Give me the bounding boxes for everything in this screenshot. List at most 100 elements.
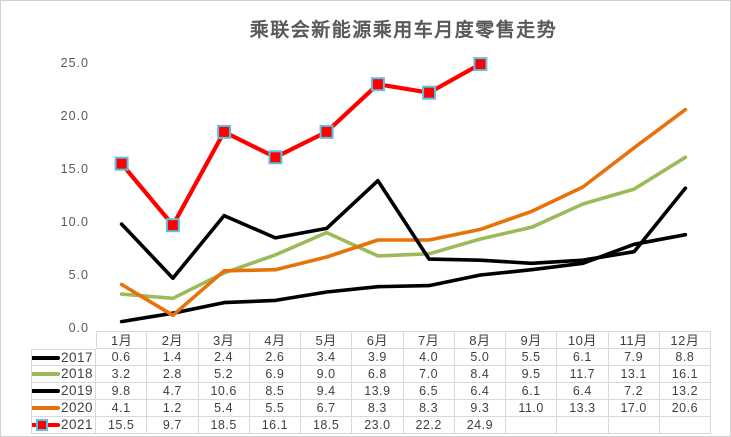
legend-marker-icon: [35, 419, 48, 431]
cell-2020-11月: 17.0: [608, 400, 660, 417]
cell-2018-4月: 6.9: [249, 366, 301, 383]
cell-2018-6月: 6.8: [352, 366, 404, 383]
cell-2019-2月: 4.7: [147, 383, 199, 400]
cell-2021-7月: 22.2: [403, 417, 455, 434]
legend-swatch-2018: [32, 372, 60, 376]
cell-2018-10月: 11.7: [557, 366, 609, 383]
legend-label-2019: 2019: [60, 383, 93, 399]
cell-2021-9月: [506, 417, 558, 434]
marker-2021-6月: [370, 77, 385, 92]
cell-2020-9月: 11.0: [506, 400, 558, 417]
y-tick-label: 10.0: [60, 215, 89, 229]
cell-2017-3月: 2.4: [198, 349, 250, 366]
legend-item-2019: 2019: [31, 383, 96, 400]
cell-2017-12月: 8.8: [659, 349, 711, 366]
cell-2017-10月: 6.1: [557, 349, 609, 366]
cell-2017-11月: 7.9: [608, 349, 660, 366]
month-header-8月: 8月: [454, 331, 506, 349]
cell-2018-5月: 9.0: [301, 366, 353, 383]
legend-item-2018: 2018: [31, 366, 96, 383]
cell-2019-10月: 6.4: [557, 383, 609, 400]
cell-2019-4月: 8.5: [249, 383, 301, 400]
cell-2019-8月: 6.4: [454, 383, 506, 400]
cell-2020-2月: 1.2: [147, 400, 199, 417]
month-header-4月: 4月: [249, 331, 301, 349]
cell-2020-10月: 13.3: [557, 400, 609, 417]
marker-2021-2月: [165, 218, 180, 233]
cell-2020-1月: 4.1: [96, 400, 148, 417]
cell-2020-7月: 8.3: [403, 400, 455, 417]
y-tick-label: 25.0: [60, 56, 89, 70]
cell-2018-11月: 13.1: [608, 366, 660, 383]
cell-2021-5月: 18.5: [301, 417, 353, 434]
series-line-2020: [119, 107, 688, 318]
cell-2018-3月: 5.2: [198, 366, 250, 383]
y-tick-label: 0.0: [68, 321, 89, 335]
y-axis: 0.0 5.0 10.0 15.0 20.0 25.0: [1, 1, 89, 436]
legend-item-2020: 2020: [31, 400, 96, 417]
cell-2020-12月: 20.6: [659, 400, 711, 417]
cell-2021-8月: 24.9: [454, 417, 506, 434]
page-title: 乘联会新能源乘用车月度零售走势: [249, 20, 558, 41]
y-tick-label: 15.0: [60, 162, 89, 176]
cell-2019-12月: 13.2: [659, 383, 711, 400]
table-corner-cell: [31, 331, 96, 349]
month-header-1月: 1月: [96, 331, 148, 349]
month-header-12月: 12月: [659, 331, 711, 349]
legend-swatch-2021: [32, 419, 60, 431]
cell-2021-12月: [659, 417, 711, 434]
cell-2021-6月: 23.0: [352, 417, 404, 434]
series-line-2019: [119, 178, 688, 281]
marker-2021-4月: [268, 150, 283, 165]
cell-2018-9月: 9.5: [506, 366, 558, 383]
legend-label-2017: 2017: [60, 349, 93, 365]
cell-2017-7月: 4.0: [403, 349, 455, 366]
month-header-2月: 2月: [147, 331, 199, 349]
cell-2020-6月: 8.3: [352, 400, 404, 417]
cell-2019-3月: 10.6: [198, 383, 250, 400]
marker-2021-3月: [217, 124, 232, 139]
series-line-2021: [119, 61, 483, 228]
series-line-2018: [119, 155, 688, 301]
month-header-3月: 3月: [198, 331, 250, 349]
cell-2021-3月: 18.5: [198, 417, 250, 434]
cell-2017-2月: 1.4: [147, 349, 199, 366]
legend-item-2021: 2021: [31, 417, 96, 434]
cell-2017-1月: 0.6: [96, 349, 148, 366]
y-tick-label: 5.0: [68, 268, 89, 282]
marker-2021-7月: [422, 85, 437, 100]
cell-2017-9月: 5.5: [506, 349, 558, 366]
legend-swatch-2020: [32, 406, 60, 410]
legend-label-2020: 2020: [60, 400, 93, 416]
cell-2019-6月: 13.9: [352, 383, 404, 400]
cell-2017-4月: 2.6: [249, 349, 301, 366]
legend-label-2021: 2021: [60, 417, 93, 433]
cell-2017-8月: 5.0: [454, 349, 506, 366]
month-header-6月: 6月: [352, 331, 404, 349]
cell-2019-7月: 6.5: [403, 383, 455, 400]
cell-2018-2月: 2.8: [147, 366, 199, 383]
cell-2020-8月: 9.3: [454, 400, 506, 417]
cell-2018-7月: 7.0: [403, 366, 455, 383]
cell-2021-10月: [557, 417, 609, 434]
month-header-7月: 7月: [403, 331, 455, 349]
cell-2021-1月: 15.5: [96, 417, 148, 434]
cell-2021-4月: 16.1: [249, 417, 301, 434]
cell-2021-11月: [608, 417, 660, 434]
marker-2021-1月: [114, 156, 129, 171]
month-header-9月: 9月: [506, 331, 558, 349]
month-header-5月: 5月: [301, 331, 353, 349]
cell-2019-5月: 9.4: [301, 383, 353, 400]
cell-2017-6月: 3.9: [352, 349, 404, 366]
legend-item-2017: 2017: [31, 349, 96, 366]
month-header-10月: 10月: [557, 331, 609, 349]
cell-2019-1月: 9.8: [96, 383, 148, 400]
cell-2018-8月: 8.4: [454, 366, 506, 383]
cell-2017-5月: 3.4: [301, 349, 353, 366]
legend-swatch-2019: [32, 389, 60, 393]
cell-2018-1月: 3.2: [96, 366, 148, 383]
y-tick-label: 20.0: [60, 109, 89, 123]
cell-2020-4月: 5.5: [249, 400, 301, 417]
